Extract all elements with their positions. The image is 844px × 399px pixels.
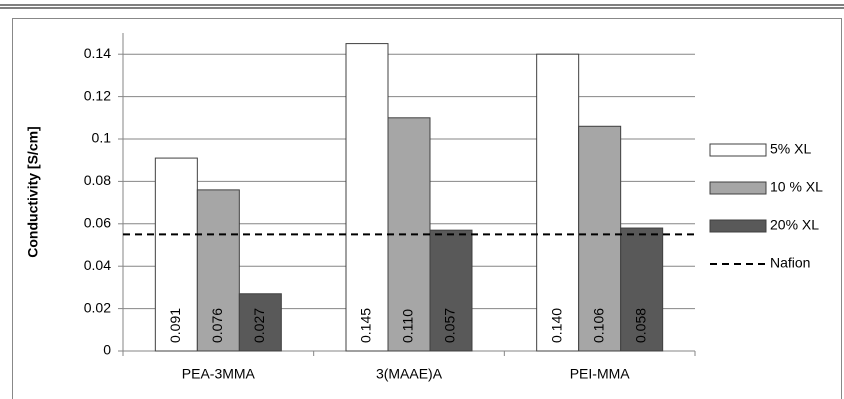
value-label: 0.076 [209,308,225,343]
y-tick-label: 0.12 [84,87,111,103]
y-tick-label: 0.1 [92,130,112,146]
y-tick-label: 0.06 [84,215,111,231]
y-axis-label: Conductivity [S/cm] [25,126,41,257]
y-tick-label: 0.14 [84,45,111,61]
bar [578,125,622,352]
legend-label: 10 % XL [770,179,823,195]
value-label: 0.058 [632,308,648,343]
y-tick-label: 0.04 [84,257,111,273]
value-label: 0.145 [358,308,374,343]
bar [154,157,198,352]
value-label: 0.091 [167,308,183,343]
legend-label: 5% XL [770,141,811,157]
bar [345,43,389,352]
value-label: 0.140 [548,308,564,343]
x-tick-label: 3(MAAE)A [376,366,443,382]
legend-label: 20% XL [770,217,819,233]
y-tick-label: 0.08 [84,172,111,188]
value-label: 0.110 [400,309,416,343]
x-tick-label: PEI-MMA [570,366,631,382]
legend-swatch [709,143,767,157]
y-tick-label: 0 [103,342,111,358]
bar [429,229,473,352]
bar [620,227,664,352]
x-tick-label: PEA-3MMA [182,366,256,382]
value-label: 0.057 [442,308,458,343]
legend-swatch [709,219,767,233]
value-label: 0.027 [251,308,267,343]
value-label: 0.106 [590,308,606,343]
bar [196,189,240,352]
bar [238,293,282,352]
y-tick-label: 0.02 [84,299,111,315]
legend-swatch [709,181,767,195]
chart-border [12,18,842,399]
legend-label: Nafion [770,255,810,271]
bar [536,53,580,352]
